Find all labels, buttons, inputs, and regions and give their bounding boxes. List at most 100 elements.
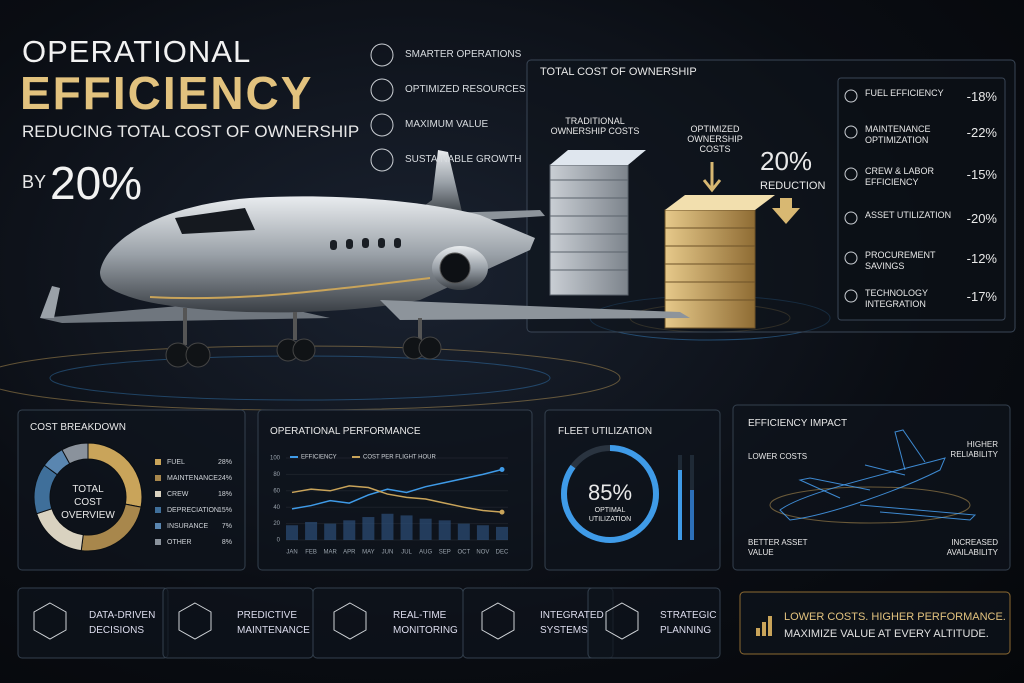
legend-label: MAINTENANCE xyxy=(167,475,218,482)
jet xyxy=(185,342,211,368)
gold-stack xyxy=(664,209,756,329)
item-icon xyxy=(844,167,858,181)
benefit-icons xyxy=(370,43,394,67)
legend-swatch xyxy=(155,459,161,465)
legend-swatch xyxy=(155,507,161,513)
item-icon xyxy=(844,251,858,265)
feature-icons xyxy=(481,602,515,640)
gauge-arc xyxy=(561,445,659,543)
jet xyxy=(362,238,369,248)
subtitle: REDUCING TOTAL COST OF OWNERSHIP xyxy=(22,122,360,141)
wireframe-jet xyxy=(769,429,977,524)
benefit: OPTIMIZED RESOURCES xyxy=(405,84,526,95)
item-value: -15% xyxy=(966,167,997,182)
legend-swatch xyxy=(155,491,161,497)
jet xyxy=(418,336,442,360)
tco-label: TRADITIONAL OWNERSHIP COSTS xyxy=(550,116,640,136)
jet xyxy=(394,238,401,248)
bar xyxy=(496,526,508,540)
tco-label: OPTIMIZED OWNERSHIP COSTS xyxy=(687,124,743,154)
bar xyxy=(400,515,413,540)
tagline: MAXIMIZE VALUE AT EVERY ALTITUDE. xyxy=(784,628,989,640)
x-tick-label: OCT xyxy=(457,550,470,556)
value-label: 24% xyxy=(218,475,232,482)
benefit-icons xyxy=(370,113,394,137)
jet xyxy=(378,238,385,248)
tagline-icon xyxy=(768,616,772,636)
feature-icons xyxy=(33,602,639,640)
x-tick-label: JUL xyxy=(401,550,412,556)
jet xyxy=(183,308,422,345)
legend-label: INSURANCE xyxy=(167,523,209,530)
impact-label: BETTER ASSET VALUE xyxy=(748,538,808,557)
jet xyxy=(439,252,471,284)
legend-swatch xyxy=(155,539,161,545)
bar xyxy=(438,520,451,540)
benefit-icons xyxy=(370,43,394,172)
arrow xyxy=(772,198,800,224)
panel-title: FLEET UTILIZATION xyxy=(558,426,653,437)
item-value: -22% xyxy=(966,125,997,140)
jet xyxy=(40,150,690,368)
gauge-value: 85% xyxy=(587,480,633,505)
panel-title: OPERATIONAL PERFORMANCE xyxy=(270,426,421,437)
center-label: TOTAL COST OVERVIEW xyxy=(61,484,115,521)
reduction-label: REDUCTION xyxy=(760,180,826,192)
item-value: -20% xyxy=(966,211,997,226)
jet xyxy=(149,277,431,300)
point xyxy=(499,466,505,472)
jet xyxy=(346,239,353,249)
jet xyxy=(412,150,462,215)
value-label: 15% xyxy=(218,507,232,514)
jet xyxy=(330,240,337,250)
bar xyxy=(324,523,337,540)
item-value: -18% xyxy=(966,89,997,104)
point xyxy=(499,509,505,515)
gold-top xyxy=(665,195,775,210)
x-tick-label: MAY xyxy=(362,550,375,556)
item-label: ASSET UTILIZATION xyxy=(865,210,952,220)
stack-lines xyxy=(550,179,628,271)
tagline-icon xyxy=(762,622,766,636)
line xyxy=(291,468,503,510)
by: BY xyxy=(22,172,47,192)
item-icon xyxy=(844,125,858,139)
bar xyxy=(419,518,432,540)
x-tick-label: NOV xyxy=(476,550,489,556)
jet xyxy=(175,208,255,234)
tco-panel xyxy=(526,59,1016,333)
tagline-icon xyxy=(756,616,772,636)
feature: DATA-DRIVEN DECISIONS xyxy=(89,610,156,636)
feature: PREDICTIVE MAINTENANCE xyxy=(237,610,310,636)
panel-title: COST BREAKDOWN xyxy=(30,422,126,433)
floor-rings xyxy=(49,355,551,401)
x-tick-label: SEP xyxy=(439,550,451,556)
tagline: LOWER COSTS. HIGHER PERFORMANCE. xyxy=(784,611,1006,623)
reduction-value: 20% xyxy=(760,146,813,176)
tco-title: TOTAL COST OF OWNERSHIP xyxy=(540,66,697,78)
wireframe-jet xyxy=(769,486,971,524)
x-tick-label: DEC xyxy=(496,550,509,556)
value-label: 8% xyxy=(222,539,232,546)
legend-label: EFFICIENCY xyxy=(301,455,337,461)
bar xyxy=(457,523,470,540)
x-tick-label: FEB xyxy=(305,550,317,556)
jet xyxy=(40,286,60,318)
legend-label: OTHER xyxy=(167,539,192,546)
impact-label: INCREASED AVAILABILITY xyxy=(946,538,998,557)
feature-icons xyxy=(333,602,367,640)
x-tick-label: MAR xyxy=(324,550,338,556)
y-tick-label: 20 xyxy=(273,521,280,527)
feature: REAL-TIME MONITORING xyxy=(393,610,458,636)
benefit: SUSTAINABLE GROWTH xyxy=(405,154,522,165)
gauge-bars xyxy=(690,490,694,540)
panels xyxy=(587,587,721,659)
feature-icons xyxy=(33,602,67,640)
wireframe-jet xyxy=(798,429,977,521)
feature: INTEGRATED SYSTEMS xyxy=(540,610,604,636)
bar xyxy=(476,525,489,540)
legend-swatch xyxy=(155,523,161,529)
pie-slice xyxy=(61,442,89,465)
item-label: TECHNOLOGY INTEGRATION xyxy=(865,288,928,309)
